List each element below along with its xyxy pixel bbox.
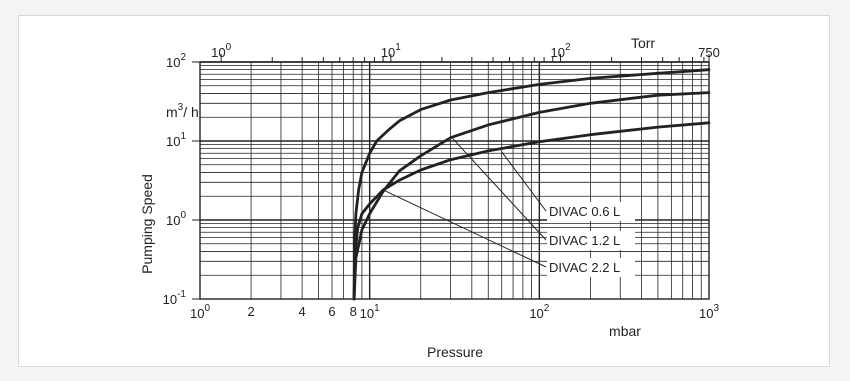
y-unit-exp: 3 (178, 102, 184, 113)
curves (352, 68, 711, 301)
legend-leader-line (382, 189, 547, 268)
x-tick-label: 103 (699, 303, 719, 321)
y-unit-rest: / h (183, 104, 199, 120)
x-unit-label: mbar (609, 323, 641, 339)
x-tick-label: 101 (360, 303, 380, 321)
x-minor-tick-label: 2 (247, 304, 254, 319)
legend-label-background (547, 231, 635, 250)
y-unit-base: m (166, 104, 178, 120)
legend-label: DIVAC 0.6 L (549, 204, 620, 219)
x-minor-tick-label: 4 (299, 304, 306, 319)
x-tick-label: 100 (190, 303, 210, 321)
y-tick-label: 100 (166, 210, 186, 228)
top-axis-tick-label: 102 (551, 42, 571, 60)
series-curve-divac-2-2-l (352, 68, 711, 301)
labels: Pressure mbar Pumping Speed m3/ h Torr (139, 35, 655, 360)
legend-label-background (547, 202, 635, 221)
legend-label: DIVAC 2.2 L (549, 260, 620, 275)
x-axis-label: Pressure (427, 344, 483, 360)
series-curve-divac-0-6-l (352, 121, 711, 301)
y-tick-label: 10-1 (163, 289, 187, 307)
y-tick-label: 101 (166, 131, 186, 149)
legend-label: DIVAC 1.2 L (549, 233, 620, 248)
x-minor-tick-label: 8 (350, 304, 357, 319)
y-unit-label: m3/ h (166, 102, 199, 120)
legend-leader-line (501, 151, 547, 212)
chart-frame (18, 15, 830, 367)
legend: DIVAC 0.6 L DIVAC 1.2 L DIVAC 2.2 L (382, 135, 635, 277)
x-minor-tick-label: 6 (328, 304, 335, 319)
legend-leader-line (450, 135, 547, 241)
top-axis-tick-label: 101 (381, 42, 401, 60)
legend-label-background (547, 258, 635, 277)
y-axis-label: Pumping Speed (139, 174, 155, 274)
y-tick-label: 102 (166, 52, 186, 70)
series-curve-divac-1-2-l (352, 91, 711, 301)
top-axis-tick-label: 100 (211, 42, 231, 60)
top-axis-tick-label: 750 (698, 45, 720, 60)
x-tick-label: 102 (529, 303, 549, 321)
top-axis-unit-label: Torr (631, 35, 655, 51)
